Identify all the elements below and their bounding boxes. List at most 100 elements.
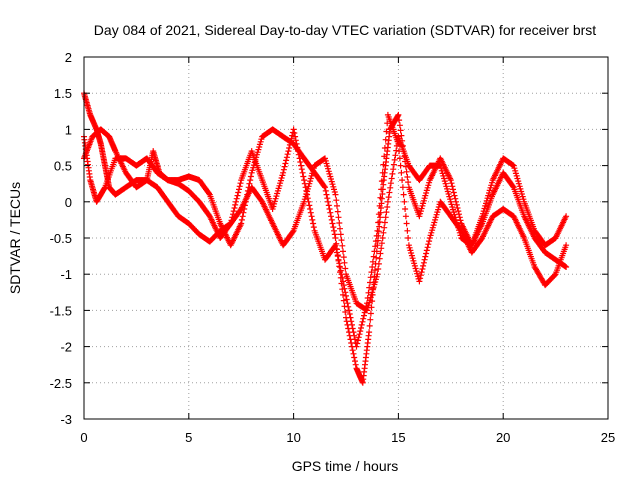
data-point xyxy=(373,232,380,239)
data-point xyxy=(447,177,454,184)
data-point xyxy=(426,238,433,245)
data-point xyxy=(335,214,342,221)
data-point xyxy=(453,201,460,208)
data-point xyxy=(323,191,330,198)
data-point xyxy=(396,148,403,155)
data-point xyxy=(333,197,340,204)
data-point xyxy=(343,292,349,299)
data-point xyxy=(286,141,293,148)
data-point xyxy=(386,189,393,196)
data-point xyxy=(334,208,341,215)
data-point xyxy=(417,275,424,282)
x-tick-label: 25 xyxy=(601,430,615,445)
data-point xyxy=(340,254,347,261)
data-point xyxy=(372,238,379,245)
data-point xyxy=(372,243,379,250)
data-point xyxy=(234,192,241,199)
data-point xyxy=(337,225,343,232)
data-point xyxy=(399,177,406,184)
x-tick-label: 10 xyxy=(286,430,300,445)
data-point xyxy=(383,128,390,135)
data-point xyxy=(291,130,298,136)
data-point xyxy=(361,312,367,319)
data-point xyxy=(280,166,287,173)
data-point xyxy=(399,184,406,191)
data-point xyxy=(387,184,394,191)
data-point xyxy=(351,332,358,339)
data-point xyxy=(346,307,352,314)
data-point xyxy=(349,321,355,328)
data-point xyxy=(282,160,289,167)
data-point xyxy=(396,155,403,162)
data-point xyxy=(236,183,243,190)
data-point xyxy=(354,340,361,347)
data-point xyxy=(338,271,345,278)
data-point xyxy=(404,174,411,180)
x-tick-label: 15 xyxy=(391,430,405,445)
data-point xyxy=(325,198,331,205)
data-point xyxy=(375,211,382,218)
data-point xyxy=(283,154,290,161)
data-point xyxy=(295,151,302,158)
data-point xyxy=(400,191,407,198)
data-point xyxy=(376,202,383,209)
data-point xyxy=(374,271,381,278)
y-axis-label: SDTVAR / TECUs xyxy=(7,182,23,294)
data-point xyxy=(321,183,328,190)
data-point xyxy=(337,267,344,274)
data-point xyxy=(328,216,335,223)
data-point xyxy=(304,195,311,202)
data-point xyxy=(349,325,356,332)
data-point xyxy=(308,213,315,220)
data-point xyxy=(238,220,245,227)
data-point xyxy=(352,336,358,343)
data-marks xyxy=(81,90,570,386)
data-point xyxy=(206,190,212,197)
data-point xyxy=(390,161,397,168)
data-point xyxy=(336,220,343,226)
data-point xyxy=(230,208,237,215)
series-trace-c xyxy=(81,111,570,350)
data-point xyxy=(367,279,373,286)
x-tick-label: 0 xyxy=(80,430,87,445)
data-point xyxy=(363,303,370,310)
y-tick-label: 0.5 xyxy=(54,159,72,174)
data-point xyxy=(292,133,299,140)
data-point xyxy=(377,250,384,257)
x-tick-label: 5 xyxy=(185,430,192,445)
data-point xyxy=(237,180,244,187)
data-point xyxy=(380,229,387,236)
data-point xyxy=(307,206,314,212)
data-point xyxy=(381,153,388,160)
data-point xyxy=(387,180,394,187)
data-point xyxy=(280,169,287,176)
data-point xyxy=(420,259,427,266)
data-point xyxy=(335,256,342,263)
data-point xyxy=(331,231,338,238)
data-point xyxy=(285,148,292,155)
data-point xyxy=(452,195,459,202)
data-point xyxy=(454,205,461,211)
data-point xyxy=(398,132,405,139)
data-point xyxy=(384,204,391,210)
data-point xyxy=(334,202,340,209)
data-point xyxy=(390,166,397,173)
data-point xyxy=(292,137,299,144)
data-point xyxy=(403,168,410,175)
x-axis-label: GPS time / hours xyxy=(292,458,399,474)
data-point xyxy=(288,135,295,142)
data-point xyxy=(418,269,425,276)
data-point xyxy=(339,274,346,281)
y-tick-label: -2.5 xyxy=(50,376,72,391)
data-point xyxy=(388,175,395,182)
data-point xyxy=(356,331,363,338)
data-point xyxy=(366,322,373,329)
data-point xyxy=(369,258,376,265)
data-point xyxy=(326,206,333,212)
data-point xyxy=(353,343,360,350)
data-point xyxy=(391,156,398,163)
data-point xyxy=(375,260,382,267)
data-point xyxy=(358,325,364,331)
data-point xyxy=(389,170,396,177)
data-point xyxy=(449,183,456,190)
